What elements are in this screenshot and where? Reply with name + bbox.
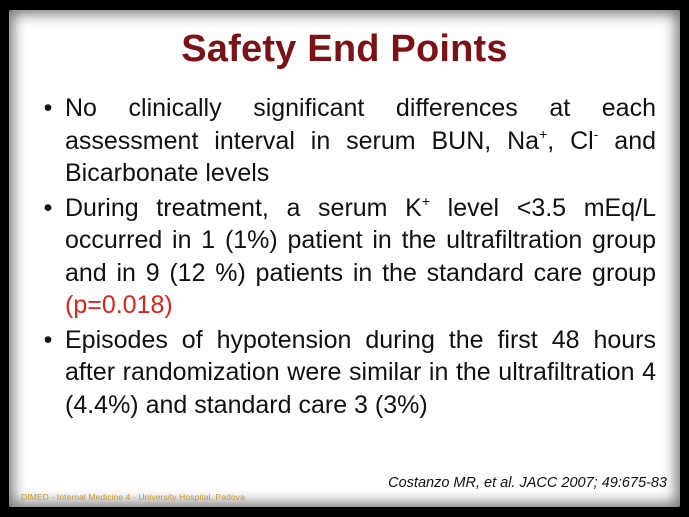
bullet-text: No clinically significant differences at…: [65, 94, 656, 155]
bullet-text: During treatment, a serum K: [65, 193, 422, 222]
superscript: +: [539, 125, 548, 142]
slide-title: Safety End Points: [181, 28, 508, 70]
slide-panel: [9, 10, 680, 507]
bullet-text: , Cl: [547, 126, 594, 155]
bullet-text: and Bicarbonate levels: [65, 126, 656, 188]
bullet-item-potassium: • During treatment, a serum K+ level <3.…: [38, 192, 656, 322]
bullet-item-hypotension: • Episodes of hypotension during the fir…: [38, 324, 656, 422]
bullet-list: • No clinically significant differences …: [38, 92, 656, 423]
citation: Costanzo MR, et al. JACC 2007; 49:675-83: [388, 475, 667, 491]
bullet-item-electrolytes: • No clinically significant differences …: [38, 92, 656, 190]
superscript: +: [421, 192, 431, 209]
superscript: -: [593, 125, 599, 142]
bullet-dot-icon: •: [43, 94, 53, 122]
bullet-text: Episodes of hypotension during the first…: [65, 325, 656, 419]
bullet-dot-icon: •: [43, 325, 53, 354]
bullet-dot-icon: •: [43, 193, 53, 222]
footer-text: DIMED - Internal Medicine 4 - University…: [21, 492, 245, 502]
p-value-highlight: (p=0.018): [65, 291, 173, 319]
bullet-text: level <3.5 mEq/L occurred in 1 (1%) pati…: [65, 193, 656, 287]
